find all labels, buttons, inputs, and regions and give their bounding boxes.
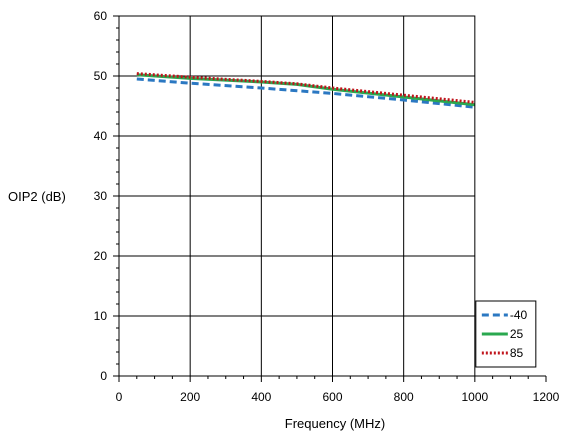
legend-label: -40 (510, 308, 528, 322)
grid (119, 16, 546, 377)
y-tick-label: 40 (94, 129, 108, 143)
x-tick-label: 400 (251, 390, 271, 404)
y-tick-label: 20 (94, 249, 108, 263)
y-tick-label: 60 (94, 9, 108, 23)
y-tick-label: 50 (94, 69, 108, 83)
series-line--40 (136, 77, 475, 109)
x-tick-label: 200 (180, 390, 200, 404)
x-tick-label: 1200 (533, 390, 560, 404)
series-line-25 (136, 73, 475, 107)
x-tick-label: 0 (116, 390, 123, 404)
plot-frame (118, 15, 476, 377)
x-tick-label: 800 (394, 390, 414, 404)
x-axis-title: Frequency (MHz) (285, 416, 385, 431)
series-line-85 (136, 72, 475, 104)
legend-label: 25 (510, 327, 524, 341)
y-axis-title: OIP2 (dB) (8, 189, 66, 204)
y-tick-label: 30 (94, 189, 108, 203)
y-tick-label: 10 (94, 309, 108, 323)
legend-label: 85 (510, 346, 524, 360)
x-tick-label: 600 (322, 390, 342, 404)
series-lines (136, 72, 475, 109)
x-tick-label: 1000 (461, 390, 488, 404)
legend: -40 25 85 (475, 300, 537, 368)
tick-labels: 0 200 400 600 800 1000 1200 0 10 20 30 40 50 60 (94, 9, 560, 404)
y-tick-label: 0 (100, 369, 107, 383)
